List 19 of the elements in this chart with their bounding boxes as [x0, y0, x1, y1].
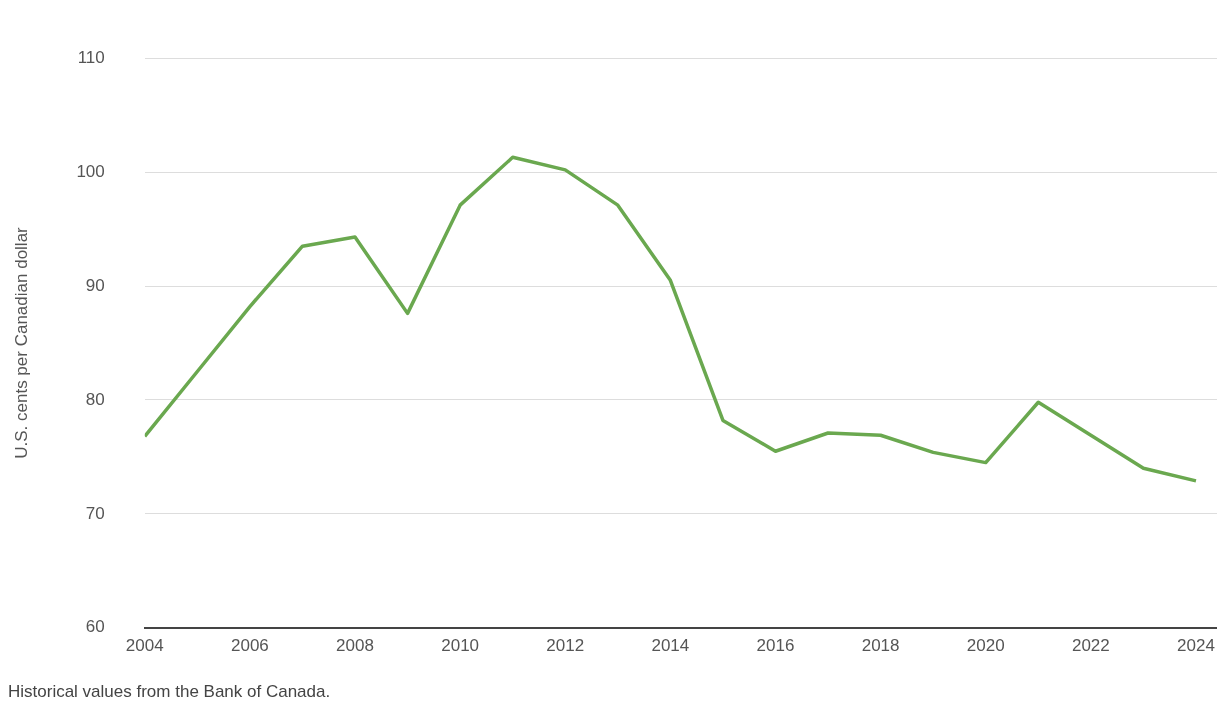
text: Historical values from the Bank of Canada.	[8, 682, 332, 702]
x-tick-label: 2012	[546, 635, 585, 655]
x-tick-label: 2010	[441, 635, 480, 655]
x-tick-label: 2022	[1071, 635, 1110, 655]
x-tick-label: 2024	[1177, 635, 1215, 655]
x-tick-label: 2014	[651, 635, 690, 655]
x-tick-label: 2004	[125, 635, 164, 655]
x-tick-label: 2016	[756, 635, 795, 655]
y-tick-label: 90	[85, 275, 105, 295]
x-tick-label: 2006	[230, 635, 269, 655]
y-axis-title: U.S. cents per Canadian dollar	[11, 226, 31, 459]
x-tick-label: 2008	[336, 635, 374, 655]
y-tick-label: 100	[76, 161, 105, 181]
y-tick-label: 70	[85, 503, 105, 523]
y-tick-label: 110	[77, 47, 105, 67]
y-tick-label: 60	[85, 617, 105, 637]
x-tick-label: 2018	[861, 635, 900, 655]
y-tick-label: 80	[85, 389, 105, 409]
x-tick-label: 2020	[966, 635, 1005, 655]
